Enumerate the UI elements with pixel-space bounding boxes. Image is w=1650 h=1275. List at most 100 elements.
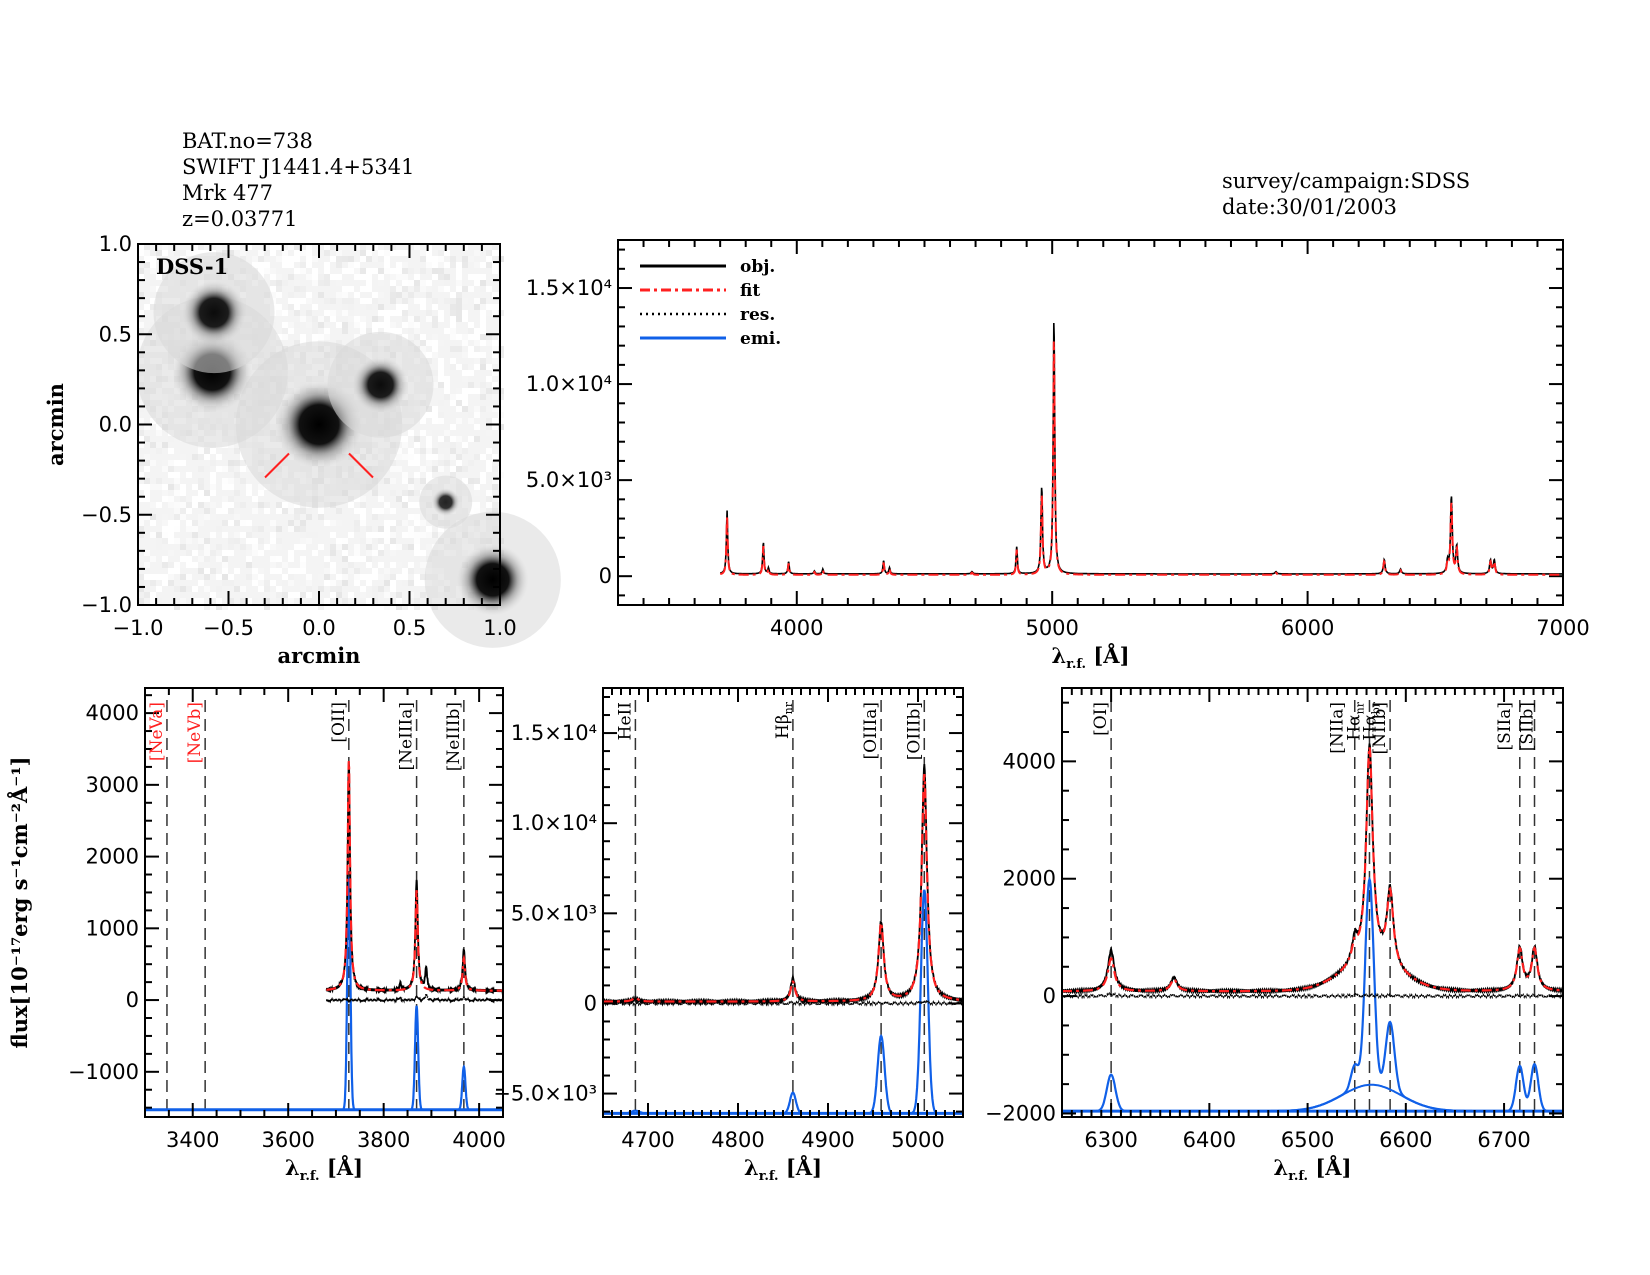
image-pixel <box>306 298 312 304</box>
image-pixel <box>408 448 414 454</box>
source-info: BAT.no=738 SWIFT J1441.4+5341 Mrk 477 z=… <box>182 128 414 232</box>
image-pixel <box>450 316 456 322</box>
image-pixel <box>414 598 420 604</box>
image-pixel <box>444 388 450 394</box>
image-pixel <box>372 514 378 520</box>
image-pixel <box>372 268 378 274</box>
image-pixel <box>492 250 498 256</box>
image-pixel <box>378 316 384 322</box>
image-pixel <box>162 454 168 460</box>
image-pixel <box>456 304 462 310</box>
line-label: [OII] <box>329 702 349 743</box>
image-pixel <box>216 574 222 580</box>
plot-frame <box>1061 687 1564 1118</box>
image-pixel <box>336 274 342 280</box>
image-pixel <box>216 556 222 562</box>
image-pixel <box>318 310 324 316</box>
image-pixel <box>468 346 474 352</box>
image-pixel <box>444 442 450 448</box>
image-pixel <box>486 310 492 316</box>
image-pixel <box>378 562 384 568</box>
image-pixel <box>396 292 402 298</box>
image-pixel <box>246 538 252 544</box>
image-pixel <box>420 604 426 610</box>
image-pixel <box>468 388 474 394</box>
image-pixel <box>468 322 474 328</box>
image-pixel <box>270 268 276 274</box>
image-pixel <box>264 586 270 592</box>
image-pixel <box>486 376 492 382</box>
image-pixel <box>426 448 432 454</box>
image-pixel <box>354 574 360 580</box>
image-pixel <box>420 580 426 586</box>
image-pixel <box>372 556 378 562</box>
image-pixel <box>180 574 186 580</box>
image-pixel <box>282 580 288 586</box>
image-pixel <box>282 574 288 580</box>
image-pixel <box>402 532 408 538</box>
image-pixel <box>324 280 330 286</box>
image-pixel <box>480 508 486 514</box>
image-pixel <box>486 430 492 436</box>
image-pixel <box>390 268 396 274</box>
res-line <box>325 993 503 1004</box>
image-pixel <box>216 466 222 472</box>
image-pixel <box>456 346 462 352</box>
image-pixel <box>288 274 294 280</box>
image-pixel <box>300 262 306 268</box>
image-pixel <box>342 298 348 304</box>
image-pixel <box>198 478 204 484</box>
image-pixel <box>414 550 420 556</box>
image-pixel <box>492 508 498 514</box>
line-label: Hαnr <box>1344 701 1366 740</box>
image-pixel <box>330 604 336 610</box>
image-pixel <box>492 466 498 472</box>
image-pixel <box>366 328 372 334</box>
image-pixel <box>378 574 384 580</box>
image-pixel <box>168 496 174 502</box>
image-pixel <box>480 334 486 340</box>
image-pixel <box>408 514 414 520</box>
image-pixel <box>312 304 318 310</box>
image-pixel <box>240 544 246 550</box>
image-pixel <box>462 340 468 346</box>
x-tick-label: 6500 <box>1281 1128 1334 1152</box>
image-pixel <box>156 256 162 262</box>
y-tick-label: 0.0 <box>99 413 132 437</box>
image-pixel <box>360 316 366 322</box>
x-tick-label: 6300 <box>1084 1128 1137 1152</box>
image-pixel <box>138 574 144 580</box>
image-pixel <box>300 544 306 550</box>
image-pixel <box>258 490 264 496</box>
plot-area <box>1062 700 1563 1117</box>
image-pixel <box>438 382 444 388</box>
image-pixel <box>372 568 378 574</box>
object-name: Mrk 477 <box>182 181 274 205</box>
image-pixel <box>306 292 312 298</box>
image-pixel <box>348 592 354 598</box>
image-pixel <box>300 592 306 598</box>
image-pixel <box>444 280 450 286</box>
image-pixel <box>414 544 420 550</box>
image-pixel <box>318 544 324 550</box>
image-pixel <box>156 598 162 604</box>
image-pixel <box>240 490 246 496</box>
image-pixel <box>138 418 144 424</box>
image-pixel <box>474 280 480 286</box>
image-pixel <box>138 406 144 412</box>
image-pixel <box>390 292 396 298</box>
image-pixel <box>144 520 150 526</box>
image-pixel <box>360 298 366 304</box>
image-pixel <box>192 496 198 502</box>
image-pixel <box>426 532 432 538</box>
image-pixel <box>288 328 294 334</box>
image-pixel <box>414 436 420 442</box>
image-pixel <box>138 514 144 520</box>
image-pixel <box>474 334 480 340</box>
image-pixel <box>276 526 282 532</box>
image-pixel <box>474 412 480 418</box>
image-pixel <box>222 496 228 502</box>
image-pixel <box>156 448 162 454</box>
image-pixel <box>402 592 408 598</box>
image-pixel <box>360 502 366 508</box>
